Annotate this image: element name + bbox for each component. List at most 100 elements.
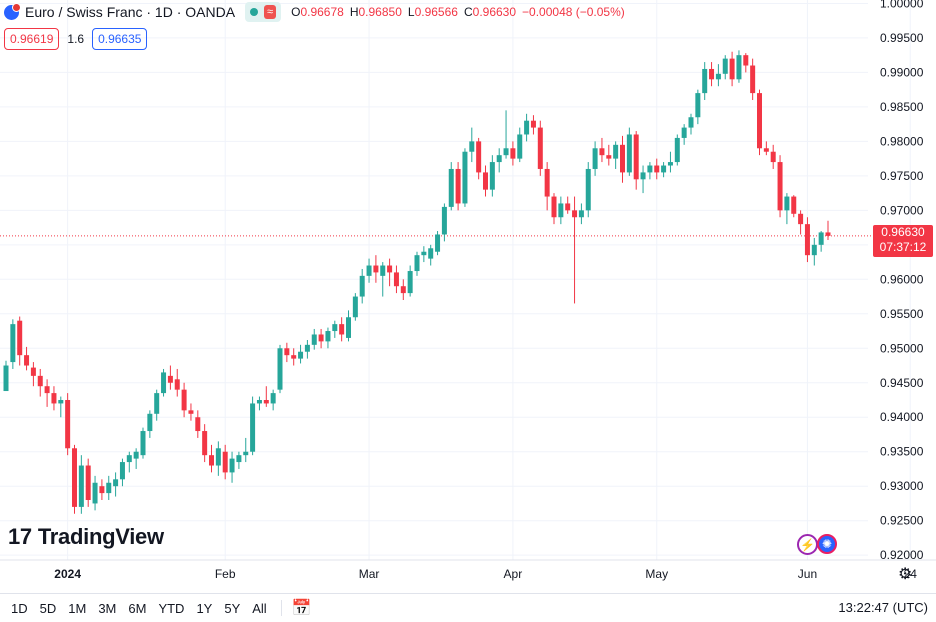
candle: [17, 316, 23, 366]
candle: [243, 437, 249, 463]
lightning-icon[interactable]: ⚡: [797, 534, 818, 555]
candle: [298, 344, 304, 364]
candle-body: [702, 68, 708, 94]
tradingview-logo[interactable]: 17 TradingView: [8, 524, 164, 550]
candle: [729, 51, 735, 87]
candle-body: [709, 68, 715, 80]
candle: [736, 50, 742, 83]
candle-body: [462, 151, 468, 204]
symbol-title[interactable]: Euro / Swiss Franc · 1D · OANDA: [25, 4, 236, 20]
candle-body: [359, 275, 365, 297]
candle-body: [811, 244, 817, 256]
x-tick-label: Feb: [215, 567, 236, 581]
y-tick-label: 0.97000: [880, 203, 924, 217]
candle-body: [476, 141, 482, 173]
toolbar-divider: [280, 600, 282, 616]
tf-all-button[interactable]: All: [252, 600, 267, 616]
market-status-pill[interactable]: ≈: [245, 2, 282, 22]
candle: [256, 396, 262, 411]
candle: [37, 368, 43, 397]
candle: [804, 217, 810, 263]
last-price-value: 0.96630: [881, 225, 925, 239]
candle-body: [284, 348, 290, 356]
candle-body: [661, 165, 667, 173]
calendar-icon[interactable]: 📅: [291, 600, 312, 617]
tf-1y-button[interactable]: 1Y: [196, 600, 213, 616]
candle: [72, 444, 77, 514]
candle-body: [572, 210, 578, 218]
buy-button[interactable]: 0.96635: [92, 28, 148, 50]
candle: [818, 231, 824, 252]
utc-clock[interactable]: 13:22:47 (UTC): [838, 600, 928, 615]
y-tick-label: 0.98500: [880, 100, 924, 114]
candle: [455, 162, 461, 211]
candle-body: [311, 334, 317, 345]
time-axis[interactable]: 2024 Feb Mar Apr May Jun 24: [0, 559, 936, 581]
candle: [524, 113, 530, 142]
y-tick-label: 0.97500: [880, 169, 924, 183]
candle: [517, 127, 523, 163]
candle: [585, 162, 591, 218]
candlestick-chart[interactable]: 1.00000 0.99500 0.99000 0.98500 0.98000 0.975…: [0, 0, 936, 593]
candle: [359, 268, 365, 304]
price-axis[interactable]: 1.00000 0.99500 0.99000 0.98500 0.98000 0.975…: [880, 0, 924, 562]
candle: [777, 155, 783, 218]
candle-body: [380, 265, 386, 276]
y-tick-label: 0.95000: [880, 341, 924, 355]
candle: [599, 137, 605, 163]
candle: [263, 386, 269, 407]
y-tick-label: 0.92500: [880, 514, 924, 528]
tf-6m-button[interactable]: 6M: [128, 600, 147, 616]
candle: [85, 458, 91, 507]
candle-body: [688, 117, 694, 128]
candle: [784, 193, 790, 225]
y-tick-label: 0.92000: [880, 548, 924, 562]
candle-body: [209, 455, 214, 466]
candle: [626, 127, 632, 176]
candle: [202, 424, 208, 463]
tf-3m-button[interactable]: 3M: [98, 600, 117, 616]
candle: [462, 148, 468, 207]
candle: [304, 340, 310, 359]
candle: [126, 451, 132, 473]
candle-body: [681, 127, 687, 138]
candle-body: [188, 410, 194, 414]
candle-body: [640, 172, 646, 180]
candle-body: [496, 155, 502, 163]
candle-body: [667, 162, 673, 166]
tradingview-mark-icon: 17: [8, 524, 32, 549]
tf-1m-button[interactable]: 1M: [68, 600, 87, 616]
candle-body: [626, 134, 632, 173]
sell-button[interactable]: 0.96619: [4, 28, 60, 50]
tf-1d-button[interactable]: 1D: [11, 600, 28, 616]
candle-body: [517, 134, 523, 159]
tf-ytd-button[interactable]: YTD: [158, 600, 185, 616]
candle: [352, 293, 358, 321]
x-tick-label: May: [645, 567, 668, 581]
candle: [496, 148, 502, 173]
candle-body: [270, 393, 276, 404]
candle: [681, 124, 687, 145]
gear-icon[interactable]: ⚙: [898, 566, 913, 583]
symbol-flag-icon: [4, 2, 21, 20]
candle-body: [558, 203, 564, 218]
candle: [715, 64, 721, 87]
last-price-label: 0.96630 07:37:12: [873, 225, 933, 257]
y-tick-label: 0.93000: [880, 479, 924, 493]
candle-body: [167, 375, 173, 383]
ohlc-open: O0.96678: [291, 5, 344, 19]
tf-5y-button[interactable]: 5Y: [224, 600, 241, 616]
candle-body: [263, 400, 269, 404]
candle: [24, 346, 30, 371]
candle-body: [428, 248, 434, 259]
candle-body: [674, 137, 680, 163]
globe-icon[interactable]: ✺: [817, 534, 837, 554]
tf-5d-button[interactable]: 5D: [39, 600, 57, 616]
candle-body: [250, 403, 256, 452]
candle: [620, 135, 625, 183]
candle: [606, 144, 612, 166]
candle: [565, 196, 571, 214]
candle-body: [791, 196, 797, 214]
candle: [346, 310, 351, 342]
candle-body: [339, 324, 345, 335]
